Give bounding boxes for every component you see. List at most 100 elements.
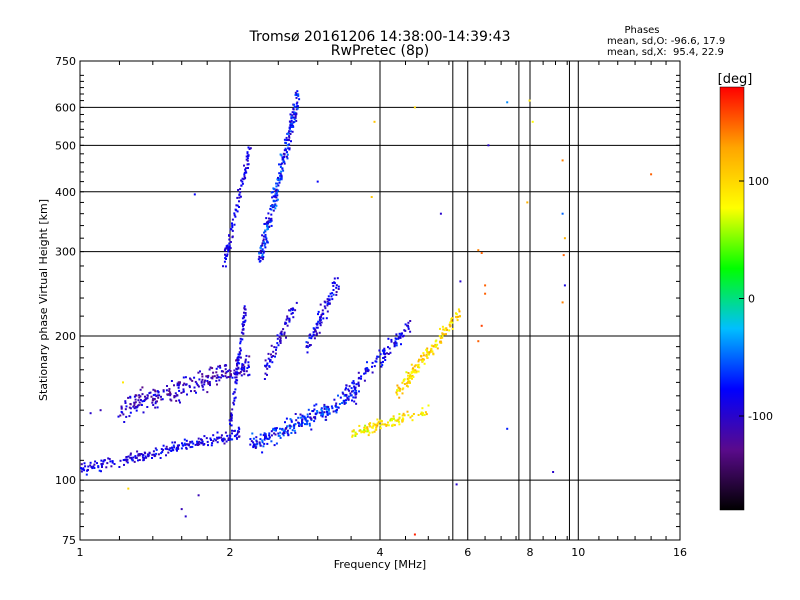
data-point	[284, 147, 287, 150]
data-point	[563, 284, 566, 287]
data-point	[157, 391, 160, 394]
data-point	[265, 217, 268, 220]
data-point	[506, 101, 509, 104]
data-point	[86, 469, 89, 472]
data-point	[236, 433, 239, 436]
data-point	[225, 246, 228, 249]
data-point	[305, 341, 308, 344]
data-point	[224, 248, 227, 251]
data-point	[227, 437, 230, 440]
data-point	[201, 373, 204, 376]
y-tick-label: 200	[55, 330, 76, 343]
data-point	[335, 405, 338, 408]
data-point	[301, 415, 304, 418]
data-point	[379, 419, 382, 422]
data-point	[348, 389, 351, 392]
data-point	[319, 322, 321, 325]
data-point	[216, 441, 219, 444]
data-point	[320, 314, 323, 316]
data-point	[224, 375, 227, 378]
data-point	[148, 392, 151, 395]
data-point	[142, 454, 145, 456]
y-tick-label: 600	[55, 101, 76, 114]
data-point	[281, 156, 284, 159]
data-point	[176, 444, 179, 447]
data-point	[331, 282, 334, 284]
data-point	[181, 444, 184, 447]
data-point	[231, 438, 234, 441]
data-point	[301, 418, 304, 421]
phases-box: Phases mean, sd,O: -96.6, 17.9 mean, sd,…	[607, 25, 725, 58]
data-point	[295, 113, 298, 116]
data-point	[183, 438, 186, 441]
data-point	[222, 265, 224, 268]
data-point	[239, 349, 242, 352]
data-point	[421, 360, 424, 363]
data-point	[273, 204, 276, 207]
data-point	[366, 361, 368, 364]
data-point	[268, 436, 271, 439]
data-point	[221, 440, 224, 443]
data-point	[346, 396, 349, 399]
data-point	[274, 189, 277, 192]
data-point	[376, 424, 379, 427]
data-point	[182, 390, 185, 393]
data-point	[294, 431, 297, 434]
data-point	[204, 379, 207, 382]
data-point	[201, 375, 204, 378]
data-point	[293, 105, 296, 108]
data-point	[135, 406, 138, 408]
data-point	[133, 404, 136, 407]
data-point	[323, 300, 326, 303]
data-point	[380, 361, 383, 364]
data-point	[229, 241, 232, 243]
data-point	[279, 163, 282, 166]
data-point	[191, 379, 194, 382]
data-point	[280, 170, 283, 173]
data-point	[263, 250, 266, 253]
data-point	[210, 376, 213, 379]
data-point	[227, 246, 230, 249]
data-point	[220, 376, 222, 379]
data-point	[288, 320, 291, 323]
data-point	[282, 169, 285, 172]
data-point	[287, 147, 290, 150]
data-point	[413, 371, 416, 374]
data-point	[141, 393, 144, 396]
data-point	[130, 458, 133, 461]
data-point	[387, 421, 389, 424]
data-point	[129, 456, 132, 459]
data-point	[106, 462, 109, 465]
data-point	[429, 349, 432, 352]
data-point	[398, 335, 401, 338]
data-point	[263, 378, 266, 380]
data-point	[289, 309, 292, 312]
data-point	[320, 315, 322, 318]
data-point	[330, 405, 333, 408]
data-point	[456, 319, 459, 322]
data-point	[387, 346, 389, 349]
data-point	[100, 464, 103, 467]
data-point	[417, 370, 420, 373]
data-point	[238, 372, 241, 375]
data-point	[246, 151, 249, 154]
data-point	[245, 354, 248, 357]
data-point	[377, 355, 380, 358]
data-point	[436, 343, 439, 346]
data-point	[290, 140, 292, 143]
data-point	[156, 394, 159, 397]
data-point	[262, 239, 265, 242]
data-point	[438, 335, 441, 338]
data-point	[357, 381, 360, 384]
data-point	[216, 383, 218, 386]
data-point	[312, 331, 315, 334]
data-point	[186, 443, 189, 446]
data-point	[441, 332, 444, 335]
data-point	[140, 453, 143, 455]
data-point	[314, 328, 317, 331]
data-point	[127, 396, 130, 399]
data-point	[229, 434, 232, 437]
data-point	[282, 152, 285, 155]
data-point	[402, 380, 405, 383]
data-point	[243, 177, 246, 180]
